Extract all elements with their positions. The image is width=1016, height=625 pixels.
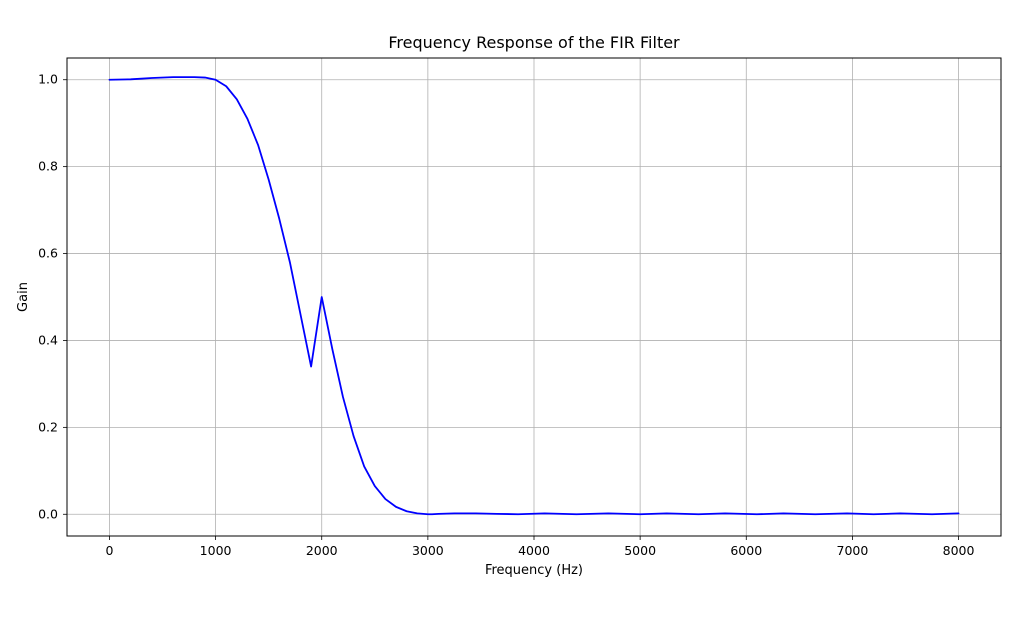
x-tick-label: 6000 <box>730 543 762 558</box>
y-axis-label: Gain <box>16 282 31 312</box>
y-tick-label: 1.0 <box>38 72 58 87</box>
x-axis-label: Frequency (Hz) <box>485 563 583 578</box>
line-layer <box>108 76 960 516</box>
x-tick-label: 8000 <box>943 543 975 558</box>
x-tick-label: 2000 <box>306 543 338 558</box>
x-tick-label: 4000 <box>518 543 550 558</box>
x-tick-label: 1000 <box>200 543 232 558</box>
y-tick-label: 0.2 <box>38 419 58 434</box>
y-tick-label: 0.4 <box>38 332 58 347</box>
gain-series-line <box>108 76 960 516</box>
x-tick-label: 5000 <box>624 543 656 558</box>
chart-title: Frequency Response of the FIR Filter <box>388 33 680 52</box>
x-tick-label: 3000 <box>412 543 444 558</box>
y-tick-label: 0.6 <box>38 246 58 261</box>
x-tick-label: 7000 <box>837 543 869 558</box>
x-tick-label: 0 <box>105 543 113 558</box>
y-tick-label: 0.8 <box>38 159 58 174</box>
tick-layer: 0 1000 2000 3000 4000 5000 6000 7000 8000 0.0 0.2 0… <box>38 72 974 558</box>
y-tick-label: 0.0 <box>38 506 58 521</box>
